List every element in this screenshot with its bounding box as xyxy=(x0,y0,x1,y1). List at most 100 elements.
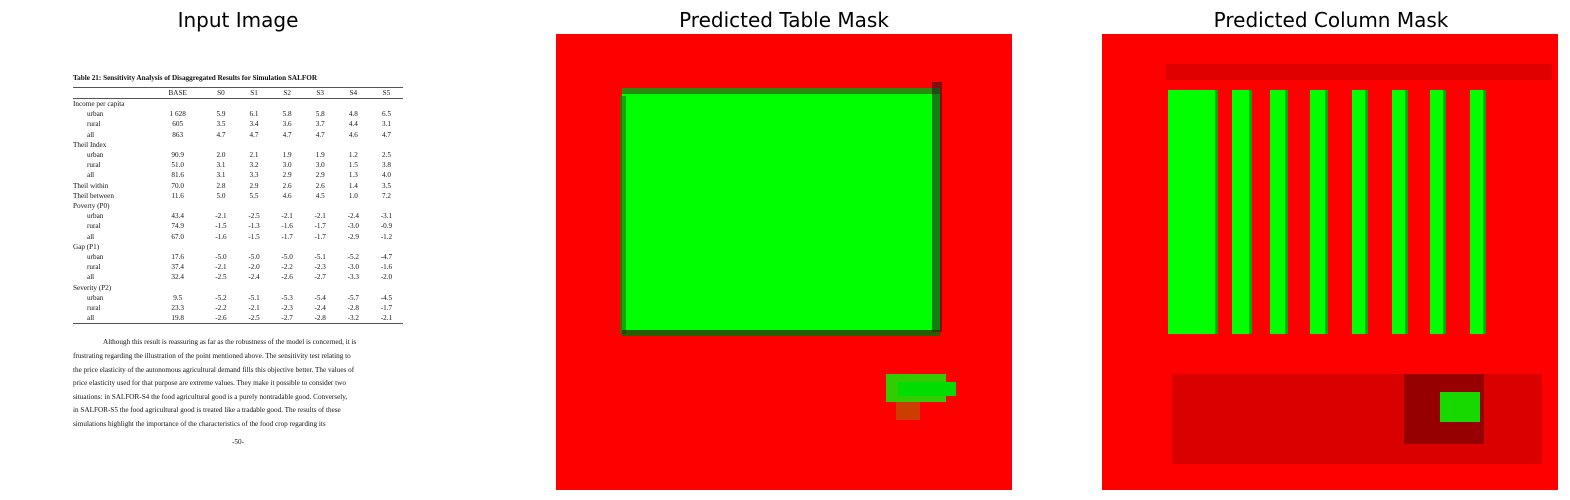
row-label: all xyxy=(87,273,95,282)
table-cell: 2.1 xyxy=(249,151,259,160)
table-cell: 2.6 xyxy=(282,181,292,190)
table-cell: -1.6 xyxy=(380,263,393,272)
column-header: S3 xyxy=(316,89,325,97)
table-mask-title: Predicted Table Mask xyxy=(679,8,889,32)
table-cell: -1.5 xyxy=(215,222,227,231)
table-cell: 3.5 xyxy=(381,181,391,190)
table-cell xyxy=(304,242,337,252)
table-cell: -2.9 xyxy=(347,232,359,241)
table-cell: 5.8 xyxy=(315,110,325,119)
table-cell xyxy=(204,283,237,293)
table-cell: -3.1 xyxy=(380,212,393,221)
paragraph-line: Although this result is reassuring as fa… xyxy=(103,338,357,347)
table-cell: -2.5 xyxy=(237,313,271,325)
table-cell: 2.5 xyxy=(381,151,391,160)
column-mask-panel xyxy=(1102,34,1558,490)
table-cell: -2.1 xyxy=(215,263,227,272)
table-cell: 3.3 xyxy=(249,171,259,180)
table-row: Income per capita xyxy=(73,99,403,110)
table-cell: -3.2 xyxy=(336,313,370,325)
table-cell: -0.9 xyxy=(380,222,393,231)
table-cell: -5.0 xyxy=(215,253,227,262)
table-cell: -5.2 xyxy=(215,293,227,302)
table-cell xyxy=(237,201,270,211)
column-region xyxy=(1392,90,1408,334)
table-cell xyxy=(271,283,304,293)
table-region-top-edge xyxy=(622,88,940,94)
column-region xyxy=(1310,90,1328,334)
table-cell xyxy=(237,283,270,293)
table-cell: 5.8 xyxy=(282,110,292,119)
table-cell xyxy=(151,140,204,150)
table-row: all 19.8 -2.6 -2.5 -2.7 -2.8 -3.2 -2.1 xyxy=(73,313,403,325)
table-row: rural 51.0 3.1 3.2 3.0 3.0 1.5 3.8 xyxy=(73,160,403,170)
table-cell: -2.8 xyxy=(303,313,337,325)
column-region-edge xyxy=(1405,90,1408,334)
noise-blob xyxy=(1440,392,1480,422)
data-table: BASE S0 S1 S2 S3 S4 S5 Income per capita urban 1… xyxy=(73,87,403,325)
table-cell: -5.3 xyxy=(281,293,293,302)
column-mask-title: Predicted Column Mask xyxy=(1213,8,1449,32)
paragraph-line: the price elasticity of the autonomous a… xyxy=(73,365,355,374)
table-cell: 4.0 xyxy=(381,171,391,180)
table-cell xyxy=(370,283,403,293)
table-region xyxy=(622,88,940,336)
table-row: Severity (P2) xyxy=(73,283,403,293)
row-label: Theil within xyxy=(73,181,109,190)
column-region-edge xyxy=(1215,90,1218,334)
table-cell: -2.7 xyxy=(314,273,326,282)
noise-blob-core xyxy=(898,382,956,396)
table-row: Theil within 70.0 2.8 2.9 2.6 2.6 1.4 3.5 xyxy=(73,181,403,191)
body-paragraph: Although this result is reassuring as fa… xyxy=(73,336,403,431)
paragraph-line: in SALFOR-S5 the food agricultural good … xyxy=(73,406,341,415)
table-cell: 4.7 xyxy=(216,130,226,139)
table-cell xyxy=(204,201,237,211)
table-cell: -1.7 xyxy=(281,232,293,241)
column-region xyxy=(1470,90,1486,334)
table-cell xyxy=(237,242,270,252)
table-cell xyxy=(151,283,204,293)
row-label: rural xyxy=(87,161,101,170)
table-row: urban 43.4 -2.1 -2.5 -2.1 -2.1 -2.4 -3.1 xyxy=(73,211,403,221)
row-label: urban xyxy=(87,110,104,119)
column-region-edge xyxy=(1443,90,1446,334)
row-label: urban xyxy=(87,212,104,221)
table-cell xyxy=(271,201,304,211)
table-row: all 67.0 -1.6 -1.5 -1.7 -1.7 -2.9 -1.2 xyxy=(73,232,403,242)
table-cell xyxy=(337,201,370,211)
column-region xyxy=(1270,90,1288,334)
table-cell: 43.4 xyxy=(171,212,184,221)
table-cell: 51.0 xyxy=(171,161,184,170)
table-cell: -2.2 xyxy=(215,304,227,313)
table-cell: -2.8 xyxy=(347,304,359,313)
table-cell xyxy=(204,242,237,252)
table-cell: 3.0 xyxy=(315,161,325,170)
row-label: all xyxy=(87,130,95,139)
table-cell: 4.7 xyxy=(381,130,391,139)
row-label: all xyxy=(87,232,95,241)
table-cell: -1.6 xyxy=(215,232,227,241)
table-cell: -2.4 xyxy=(347,212,359,221)
table-cell: 3.1 xyxy=(216,171,226,180)
table-cell: 3.6 xyxy=(282,120,292,129)
table-cell: 1.9 xyxy=(282,151,292,160)
page-number: -50- xyxy=(232,437,244,446)
table-cell: 3.1 xyxy=(381,120,391,129)
table-cell xyxy=(151,242,204,252)
table-body: Income per capita urban 1 628 5.9 6.1 5.8 5.8 4… xyxy=(73,99,403,325)
table-cell: 37.4 xyxy=(171,263,184,272)
table-cell: -2.3 xyxy=(281,304,293,313)
table-cell xyxy=(304,283,337,293)
table-cell: 4.7 xyxy=(282,130,292,139)
table-cell: -2.1 xyxy=(314,212,326,221)
table-cell: 9.5 xyxy=(173,293,183,302)
table-cell: -2.1 xyxy=(369,313,403,325)
table-row: urban 9.5 -5.2 -5.1 -5.3 -5.4 -5.7 -4.5 xyxy=(73,293,403,303)
table-cell: 5.0 xyxy=(216,191,226,200)
table-cell xyxy=(304,140,337,150)
column-region xyxy=(1352,90,1368,334)
table-cell: -3.0 xyxy=(347,222,359,231)
table-cell: 3.4 xyxy=(249,120,259,129)
column-header: S4 xyxy=(349,89,358,97)
table-cell: -5.0 xyxy=(281,253,293,262)
